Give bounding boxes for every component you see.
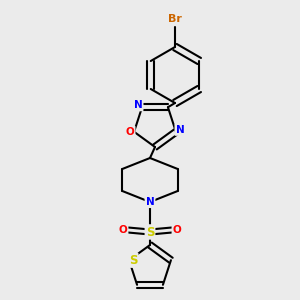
Text: O: O: [118, 225, 127, 235]
Text: S: S: [129, 254, 137, 267]
Text: N: N: [176, 125, 184, 135]
Text: O: O: [172, 225, 182, 235]
Text: Br: Br: [168, 14, 182, 24]
Text: S: S: [146, 226, 154, 238]
Text: N: N: [146, 197, 154, 207]
Text: N: N: [134, 100, 142, 110]
Text: O: O: [126, 127, 134, 137]
